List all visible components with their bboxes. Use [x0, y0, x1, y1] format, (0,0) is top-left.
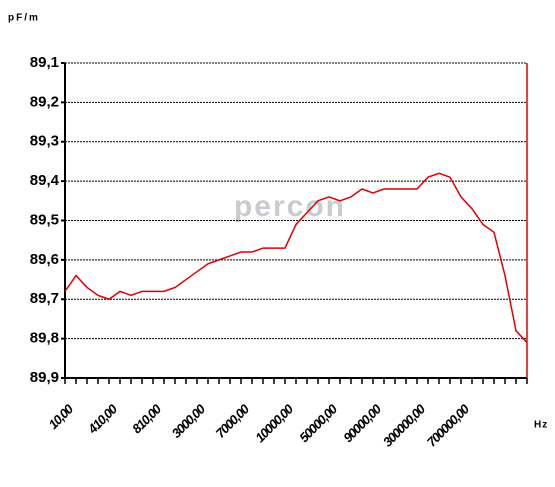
x-tick-label: 90000,00 — [340, 401, 385, 446]
x-tick-label: 50000,00 — [296, 401, 341, 446]
x-tick-label: 10000,00 — [252, 401, 297, 446]
x-tick-label: 700000,00 — [424, 401, 473, 450]
x-axis-label: Hz — [534, 420, 548, 431]
y-tick-label: 89,3 — [30, 133, 59, 150]
x-tick-label: 410,00 — [84, 401, 120, 437]
y-axis-label: pF/m — [8, 13, 40, 24]
y-tick-label: 89,2 — [30, 93, 59, 110]
y-tick-label: 89,4 — [30, 172, 60, 189]
line — [64, 172, 528, 344]
y-tick-label: 89,6 — [30, 251, 59, 268]
y-tick-label: 89,1 — [30, 54, 59, 71]
x-tick-label: 3000,00 — [169, 401, 209, 441]
x-tick-label: 10,00 — [45, 401, 76, 432]
x-tick-label: 300000,00 — [380, 401, 429, 450]
x-tick-label: 810,00 — [129, 401, 165, 437]
x-tick-label: 7000,00 — [213, 401, 253, 441]
y-tick-label: 89,5 — [30, 211, 59, 228]
watermark: percon — [234, 190, 346, 223]
y-tick-label: 89,9 — [30, 369, 59, 386]
y-tick-label: 89,8 — [30, 330, 59, 347]
y-tick-label: 89,7 — [30, 290, 59, 307]
